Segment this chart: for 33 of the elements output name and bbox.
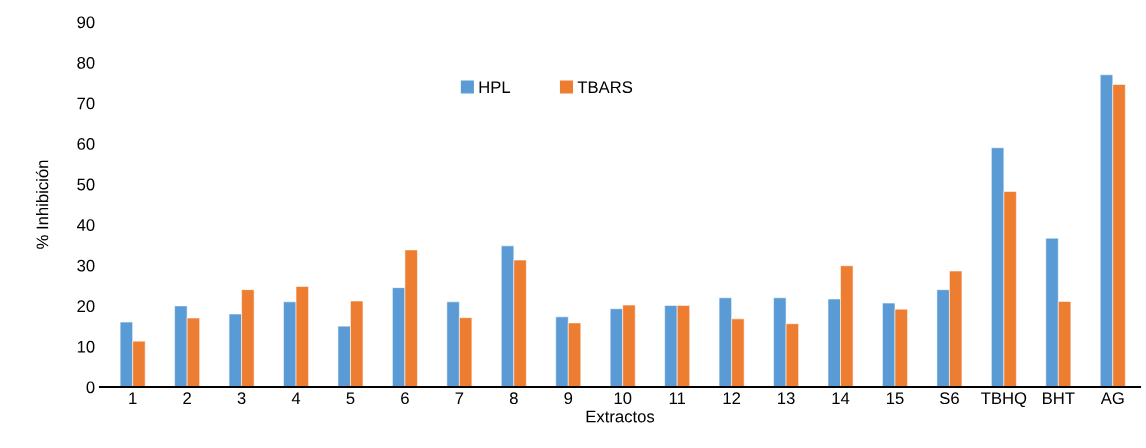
x-tick-label: AG — [1100, 392, 1124, 405]
x-tick-label: 5 — [346, 392, 355, 405]
y-tick-label: 10 — [77, 340, 95, 353]
x-tick-label: BHT — [1043, 392, 1075, 404]
x-tick-label: 12 — [723, 392, 741, 404]
x-tick-label: 15 — [886, 392, 904, 405]
y-tick-label: 90 — [77, 16, 95, 29]
x-tick-label: 1 — [129, 392, 137, 404]
y-tick-label: 0 — [86, 381, 95, 394]
x-tick-label: 4 — [291, 392, 301, 404]
x-tick-label: 13 — [778, 392, 795, 405]
x-tick-label: 14 — [832, 392, 850, 404]
x-tick-label: 11 — [669, 392, 686, 404]
x-tick-label: 6 — [401, 392, 409, 405]
y-tick-label: 50 — [77, 178, 95, 191]
y-tick-label: 20 — [77, 300, 95, 313]
x-tick-label: 7 — [455, 392, 464, 404]
x-tick-label: 2 — [183, 392, 191, 404]
legend-label: HPL — [479, 81, 511, 93]
x-tick-label: 10 — [614, 392, 632, 405]
y-tick-label: 70 — [77, 97, 95, 110]
x-tick-label: TBHQ — [981, 392, 1027, 408]
legend-label: TBARS — [577, 81, 633, 94]
x-tick-label: S6 — [939, 392, 959, 405]
y-tick-label: 80 — [77, 56, 95, 69]
y-tick-label: 30 — [77, 259, 95, 272]
y-tick-label: 40 — [76, 219, 95, 231]
y-axis-title: % Inhibición — [35, 160, 49, 249]
x-tick-label: 3 — [237, 392, 246, 405]
x-tick-label: 8 — [509, 392, 518, 405]
x-tick-label: 9 — [564, 392, 573, 405]
x-axis-title: Extractos — [586, 410, 655, 423]
y-tick-label: 60 — [77, 138, 95, 150]
